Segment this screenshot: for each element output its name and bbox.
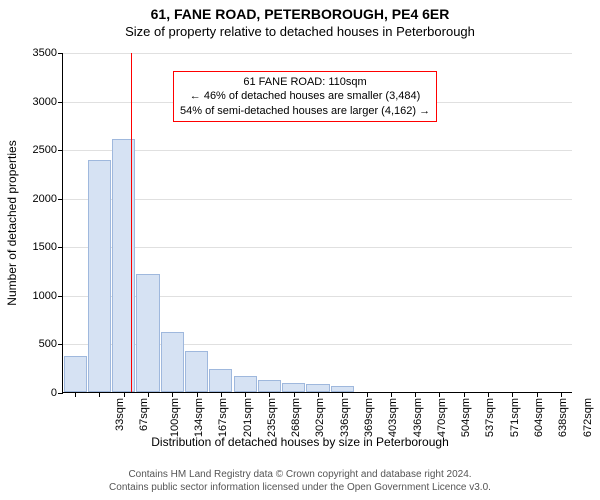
annotation-line: ← 46% of detached houses are smaller (3,… bbox=[180, 89, 430, 103]
plot-area: 050010001500200025003000350033sqm67sqm10… bbox=[62, 53, 572, 393]
x-tick-mark bbox=[342, 392, 343, 397]
x-tick-label: 235sqm bbox=[266, 398, 278, 437]
annotation-line: 61 FANE ROAD: 110sqm bbox=[180, 75, 430, 89]
histogram-bar bbox=[136, 274, 159, 393]
x-axis-label: Distribution of detached houses by size … bbox=[0, 435, 600, 449]
y-tick-mark bbox=[58, 53, 63, 54]
x-tick-mark bbox=[269, 392, 270, 397]
x-tick-label: 638sqm bbox=[557, 398, 569, 437]
x-tick-label: 604sqm bbox=[533, 398, 545, 437]
x-tick-label: 268sqm bbox=[290, 398, 302, 437]
gridline bbox=[63, 247, 572, 248]
x-tick-mark bbox=[561, 392, 562, 397]
x-tick-mark bbox=[221, 392, 222, 397]
x-tick-mark bbox=[439, 392, 440, 397]
histogram-bar bbox=[258, 380, 281, 392]
histogram-bar bbox=[234, 376, 257, 392]
x-tick-label: 470sqm bbox=[436, 398, 448, 437]
x-tick-label: 504sqm bbox=[460, 398, 472, 437]
y-axis-label: Number of detached properties bbox=[5, 140, 19, 305]
x-tick-mark bbox=[318, 392, 319, 397]
page-title: 61, FANE ROAD, PETERBOROUGH, PE4 6ER bbox=[0, 0, 600, 22]
x-tick-label: 134sqm bbox=[193, 398, 205, 437]
x-tick-label: 436sqm bbox=[412, 398, 424, 437]
x-tick-mark bbox=[148, 392, 149, 397]
y-tick-mark bbox=[58, 344, 63, 345]
x-tick-label: 167sqm bbox=[217, 398, 229, 437]
x-tick-mark bbox=[75, 392, 76, 397]
y-tick-mark bbox=[58, 150, 63, 151]
gridline bbox=[63, 199, 572, 200]
annotation-line: 54% of semi-detached houses are larger (… bbox=[180, 104, 430, 118]
x-tick-mark bbox=[99, 392, 100, 397]
histogram-bar bbox=[64, 356, 87, 392]
y-tick-mark bbox=[58, 247, 63, 248]
x-tick-mark bbox=[172, 392, 173, 397]
x-tick-label: 201sqm bbox=[242, 398, 254, 437]
x-tick-label: 336sqm bbox=[339, 398, 351, 437]
x-tick-mark bbox=[294, 392, 295, 397]
histogram-bar bbox=[185, 351, 208, 392]
page-subtitle: Size of property relative to detached ho… bbox=[0, 22, 600, 43]
x-tick-label: 403sqm bbox=[387, 398, 399, 437]
footer-line: Contains HM Land Registry data © Crown c… bbox=[0, 468, 600, 481]
chart-container: Number of detached properties 0500100015… bbox=[0, 43, 600, 453]
x-tick-label: 672sqm bbox=[582, 398, 594, 437]
y-tick-mark bbox=[58, 102, 63, 103]
histogram-bar bbox=[209, 369, 232, 392]
footer-line: Contains public sector information licen… bbox=[0, 481, 600, 494]
x-tick-mark bbox=[464, 392, 465, 397]
gridline bbox=[63, 53, 572, 54]
histogram-bar bbox=[306, 384, 329, 392]
x-tick-mark bbox=[124, 392, 125, 397]
annotation-box: 61 FANE ROAD: 110sqm← 46% of detached ho… bbox=[173, 71, 437, 122]
x-tick-label: 100sqm bbox=[169, 398, 181, 437]
x-tick-label: 537sqm bbox=[485, 398, 497, 437]
x-tick-mark bbox=[512, 392, 513, 397]
x-tick-mark bbox=[391, 392, 392, 397]
y-tick-mark bbox=[58, 199, 63, 200]
x-tick-label: 33sqm bbox=[114, 398, 126, 431]
x-tick-mark bbox=[197, 392, 198, 397]
gridline bbox=[63, 150, 572, 151]
histogram-bar bbox=[161, 332, 184, 392]
x-tick-mark bbox=[367, 392, 368, 397]
x-tick-label: 369sqm bbox=[363, 398, 375, 437]
property-marker-line bbox=[131, 53, 132, 392]
x-tick-label: 571sqm bbox=[509, 398, 521, 437]
x-tick-mark bbox=[245, 392, 246, 397]
x-tick-mark bbox=[488, 392, 489, 397]
histogram-bar bbox=[88, 160, 111, 392]
y-tick-mark bbox=[58, 296, 63, 297]
x-tick-label: 302sqm bbox=[315, 398, 327, 437]
x-tick-label: 67sqm bbox=[138, 398, 150, 431]
histogram-bar bbox=[282, 383, 305, 392]
y-tick-mark bbox=[58, 393, 63, 394]
footer-attribution: Contains HM Land Registry data © Crown c… bbox=[0, 468, 600, 494]
x-tick-mark bbox=[415, 392, 416, 397]
x-tick-mark bbox=[537, 392, 538, 397]
